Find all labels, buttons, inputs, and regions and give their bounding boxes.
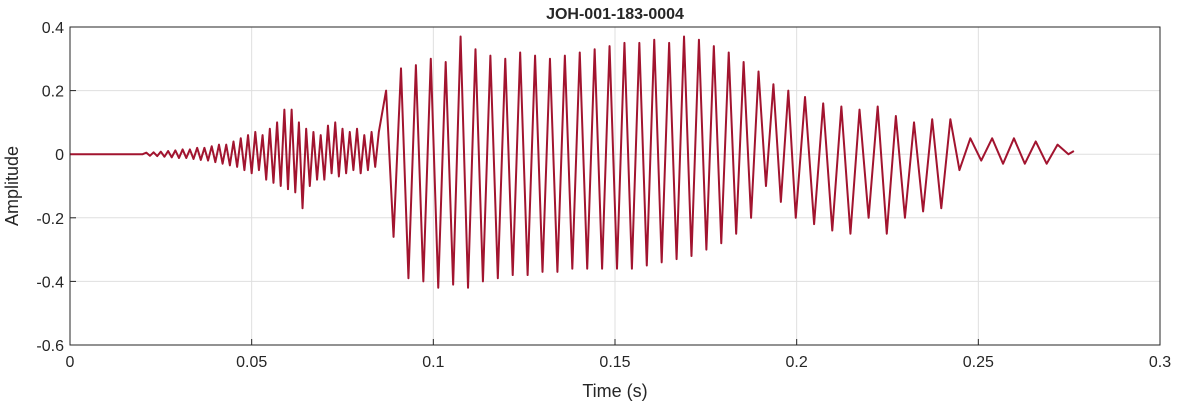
y-tick-label: 0.4 [42,20,64,37]
y-tick-label: 0.2 [42,84,64,101]
y-axis-label: Amplitude [2,146,22,226]
plot-border [69,26,1161,346]
x-tick-label: 0.2 [786,354,808,371]
y-tick-label: -0.6 [36,338,64,355]
y-tick-label: -0.4 [36,274,64,291]
x-axis-label: Time (s) [582,381,647,401]
x-tick-label: 0.25 [963,354,994,371]
x-tick-label: 0.05 [236,354,267,371]
waveform-line [70,35,1075,289]
y-tick-label: 0 [55,147,64,164]
x-tick-label: 0 [66,354,75,371]
chart-title: JOH-001-183-0004 [546,6,684,23]
x-tick-label: 0.1 [422,354,444,371]
x-tick-label: 0.3 [1149,354,1171,371]
x-tick-label: 0.15 [599,354,630,371]
y-tick-label: -0.2 [36,211,64,228]
